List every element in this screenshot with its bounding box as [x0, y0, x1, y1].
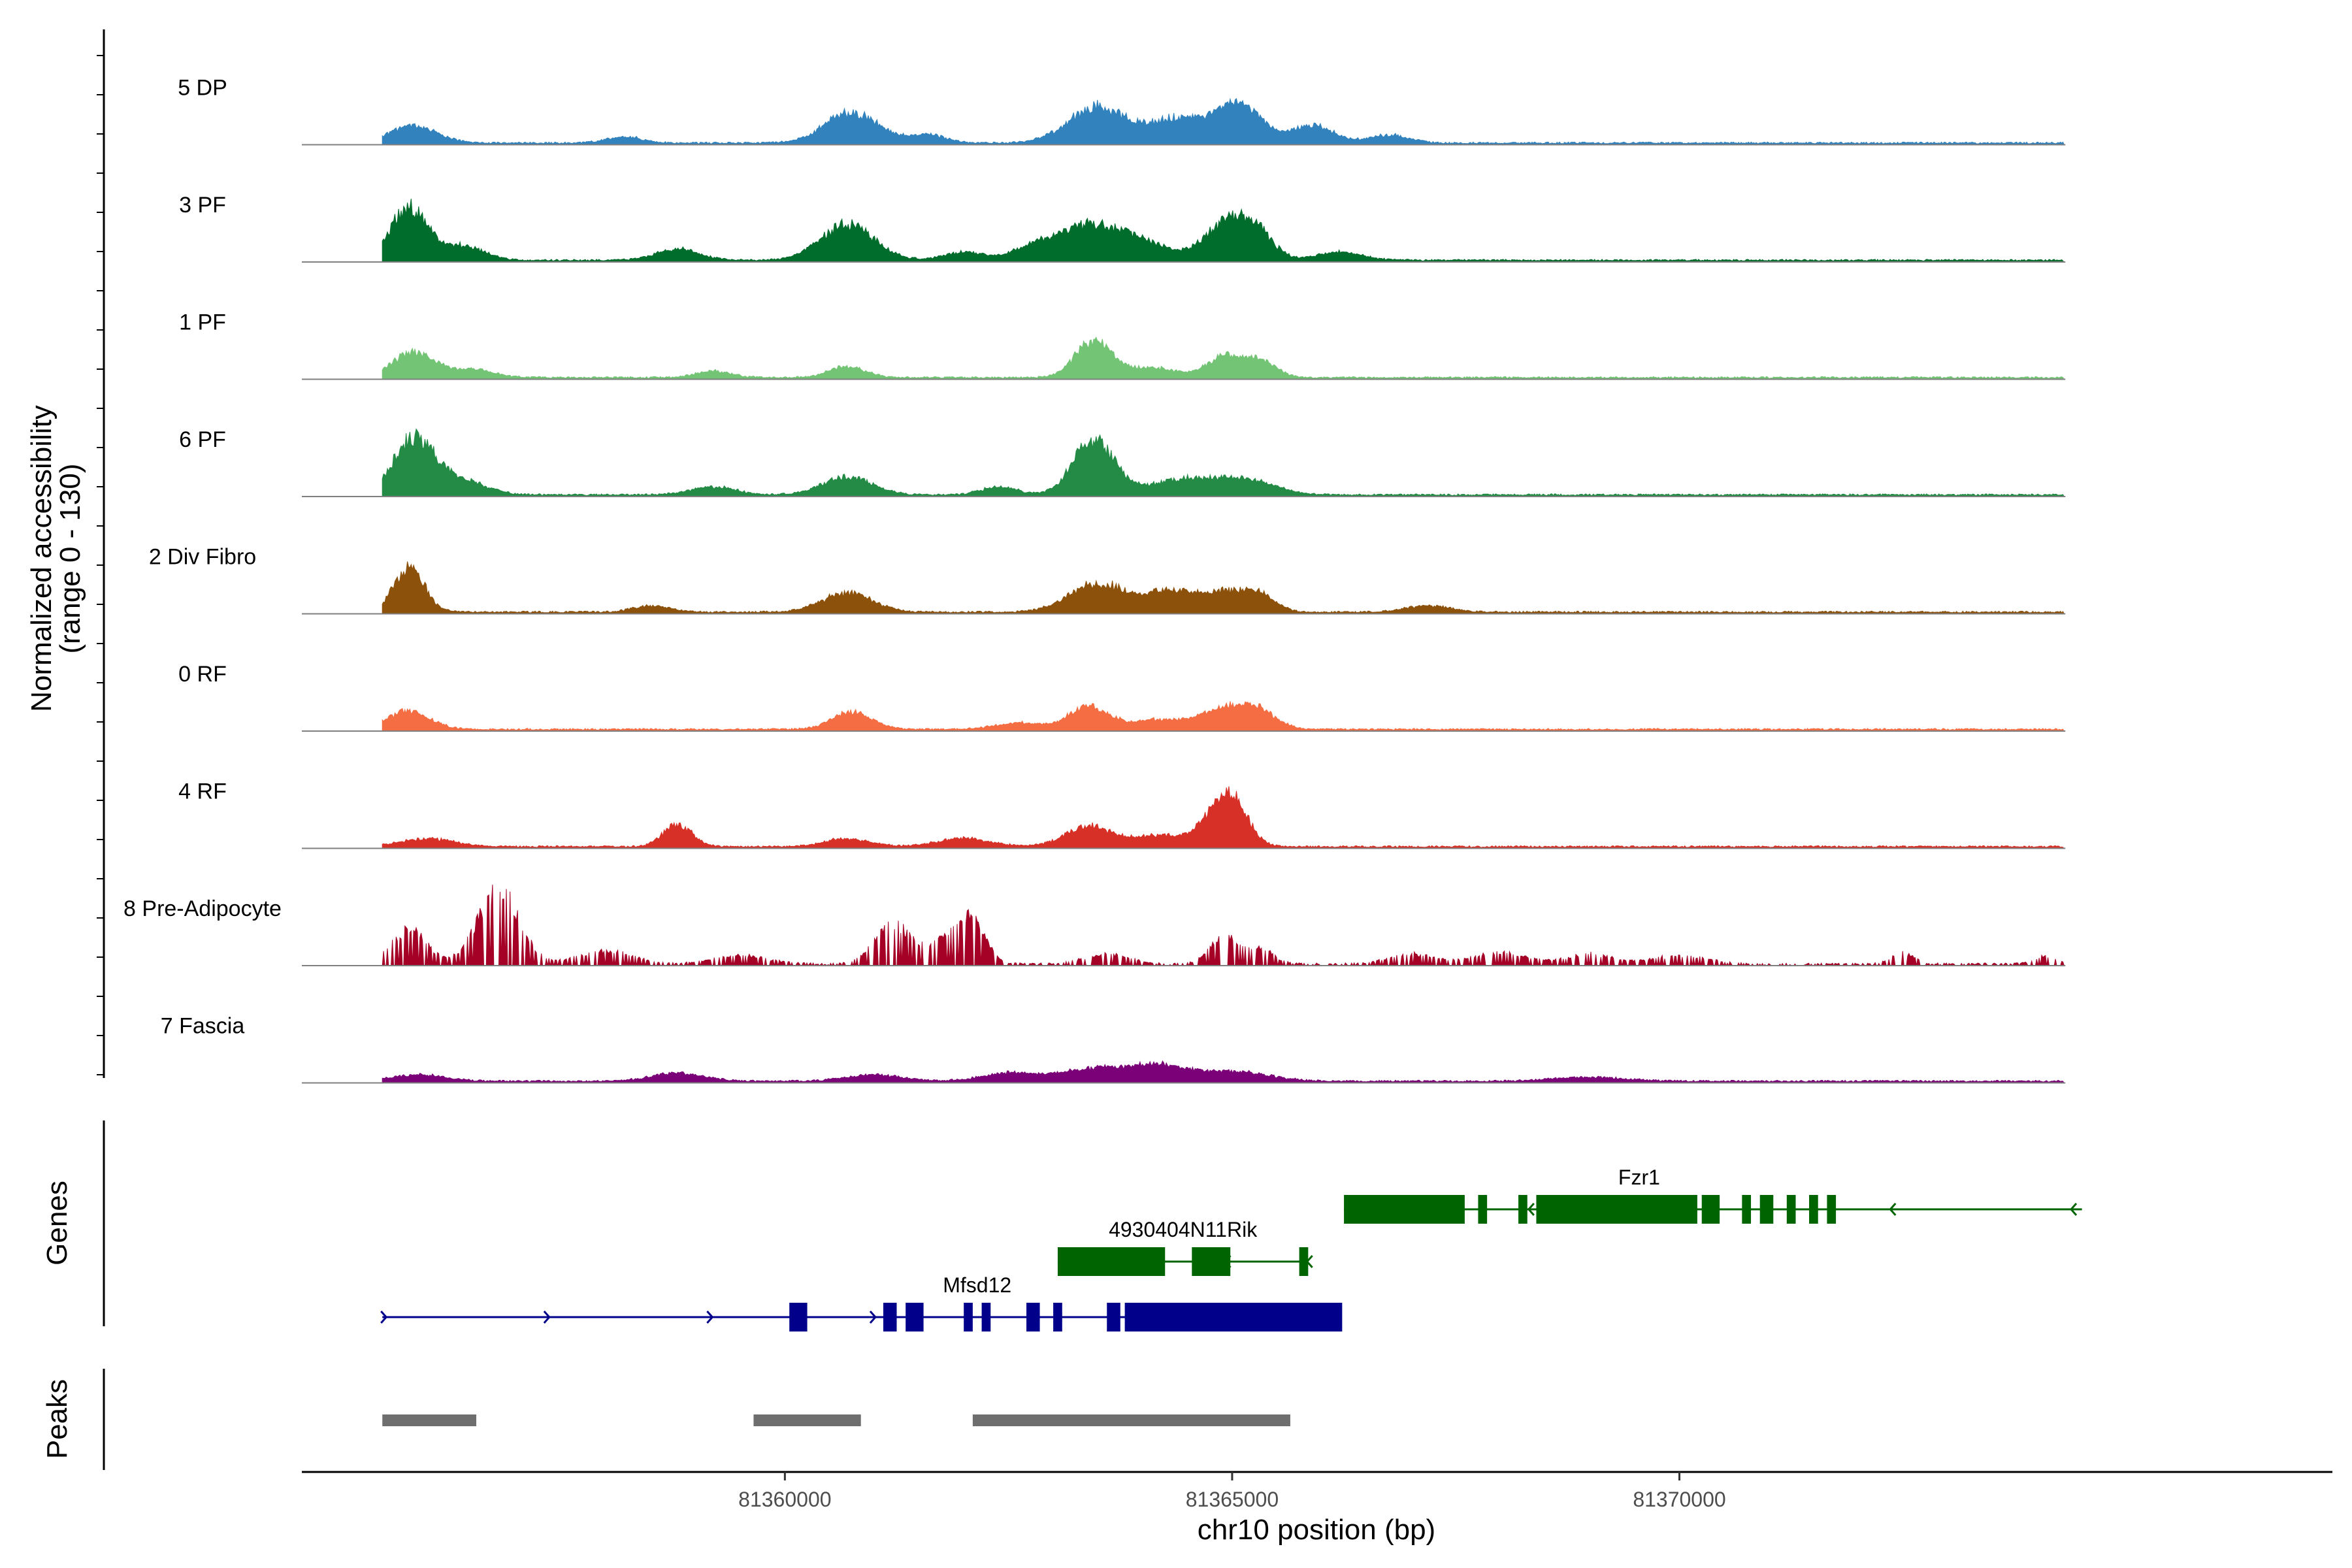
y-axis-range: (range 0 - 130)	[54, 463, 86, 653]
gene-exon-0-3	[964, 1303, 973, 1331]
gene-exon-2-0	[1344, 1195, 1465, 1224]
track-5: 0 RF	[178, 662, 2066, 732]
gene-label-1: 4930404N11Rik	[1109, 1218, 1258, 1241]
coverage-area-1	[382, 199, 2065, 263]
coverage-tracks: 5 DP 3 PF 1 PF 6 PF 2 Div Fibro 0 RF 4 RF 8 Pre…	[123, 76, 2066, 1084]
gene-exon-0-8	[1124, 1303, 1343, 1331]
peak-region-2	[972, 1414, 1290, 1426]
coverage-area-5	[382, 701, 2065, 732]
coverage-area-2	[382, 336, 2065, 380]
peak-regions	[382, 1414, 1290, 1426]
gene-exon-0-7	[1107, 1303, 1120, 1331]
tracks-y-ticks	[97, 55, 104, 1075]
gene-exon-2-1	[1478, 1195, 1488, 1224]
gene-exon-2-7	[1786, 1195, 1796, 1224]
coverage-area-0	[382, 97, 2065, 145]
gene-exon-1-1	[1192, 1247, 1231, 1276]
track-2: 1 PF	[179, 310, 2066, 380]
track-4: 2 Div Fibro	[149, 545, 2066, 615]
gene-exon-2-6	[1759, 1195, 1774, 1224]
gene-strand-arrow	[2070, 1203, 2078, 1216]
gene-exon-0-6	[1053, 1303, 1062, 1331]
peak-region-1	[753, 1414, 861, 1426]
track-3: 6 PF	[179, 427, 2066, 497]
gene-models: Mfsd12 4930404N11Rik Fzr1	[380, 1166, 2082, 1331]
gene-exon-0-0	[789, 1303, 808, 1331]
gene-0: Mfsd12	[380, 1273, 1343, 1331]
gene-label-0: Mfsd12	[943, 1273, 1011, 1297]
gene-exon-0-2	[906, 1303, 924, 1331]
x-tick-label-2: 81370000	[1633, 1488, 1725, 1511]
track-label-5: 0 RF	[178, 662, 227, 687]
gene-strand-arrow	[706, 1311, 714, 1324]
gene-strand-arrow	[380, 1311, 388, 1324]
peak-region-0	[382, 1414, 476, 1426]
track-6: 4 RF	[178, 779, 2066, 849]
track-label-0: 5 DP	[178, 76, 227, 101]
gene-exon-2-9	[1827, 1195, 1837, 1224]
track-0: 5 DP	[178, 76, 2066, 146]
track-7: 8 Pre-Adipocyte	[123, 884, 2066, 967]
gene-1: 4930404N11Rik	[1057, 1218, 1313, 1276]
gene-exon-1-0	[1057, 1247, 1166, 1276]
gene-exon-2-4	[1701, 1195, 1720, 1224]
track-label-4: 2 Div Fibro	[149, 545, 256, 570]
gene-exon-2-8	[1809, 1195, 1818, 1224]
track-1: 3 PF	[179, 193, 2066, 263]
gene-exon-2-2	[1518, 1195, 1527, 1224]
coverage-area-8	[382, 1060, 2065, 1083]
coverage-area-4	[382, 561, 2065, 614]
gene-strand-arrow	[543, 1311, 551, 1324]
gene-strand-arrow	[869, 1311, 877, 1324]
track-label-8: 7 Fascia	[161, 1014, 245, 1039]
gene-exon-2-5	[1742, 1195, 1752, 1224]
gene-label-2: Fzr1	[1618, 1166, 1660, 1189]
gene-2: Fzr1	[1344, 1166, 2082, 1224]
gene-exon-0-5	[1026, 1303, 1040, 1331]
gene-exon-2-3	[1536, 1195, 1697, 1224]
x-tick-label-1: 81365000	[1186, 1488, 1279, 1511]
x-tick-label-0: 81360000	[738, 1488, 831, 1511]
gene-exon-1-2	[1299, 1247, 1309, 1276]
coverage-area-6	[382, 786, 2065, 849]
track-label-2: 1 PF	[179, 310, 226, 335]
track-label-7: 8 Pre-Adipocyte	[123, 896, 282, 921]
gene-exon-0-4	[981, 1303, 991, 1331]
y-axis-title: Normalized accessibility	[25, 405, 57, 711]
x-axis-ticks: 81360000 81365000 81370000	[738, 1472, 1726, 1511]
track-8: 7 Fascia	[161, 1014, 2066, 1084]
coverage-area-3	[382, 428, 2065, 497]
gene-strand-arrow	[1527, 1203, 1535, 1216]
track-label-3: 6 PF	[179, 427, 226, 452]
x-axis-title: chr10 position (bp)	[1198, 1514, 1435, 1546]
gene-strand-arrow	[1889, 1203, 1897, 1216]
peaks-panel-label: Peaks	[41, 1379, 73, 1459]
gene-exon-0-1	[883, 1303, 897, 1331]
track-label-6: 4 RF	[178, 779, 227, 804]
track-label-1: 3 PF	[179, 193, 226, 218]
genes-panel-label: Genes	[41, 1181, 73, 1266]
